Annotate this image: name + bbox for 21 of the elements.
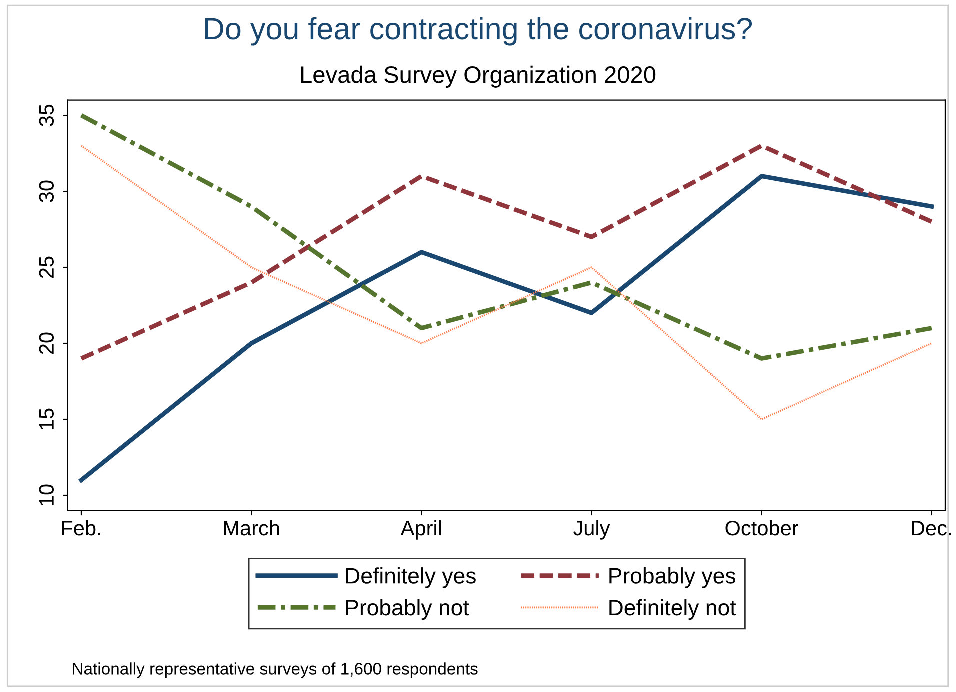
legend-label: Definitely not	[610, 599, 736, 620]
y-tick-label: 20	[39, 332, 54, 354]
line-series	[80, 145, 933, 420]
y-tick-label: 35	[39, 104, 54, 126]
y-tick-label: 10	[39, 484, 54, 506]
x-tick-label: April	[400, 520, 442, 540]
x-tick-label: October	[726, 520, 799, 536]
legend-label: Probably not	[346, 599, 470, 620]
y-tick-label: 30	[39, 180, 54, 202]
y-tick-label: 25	[39, 256, 54, 278]
x-tick-label: March	[224, 520, 280, 536]
x-tick-label: July	[574, 520, 610, 540]
legend-label: Definitely yes	[346, 568, 476, 588]
y-tick-label: 15	[40, 408, 54, 430]
x-tick-label: Dec.	[912, 521, 952, 536]
text: Nationally representative surveys of 1,600 respondents	[73, 662, 478, 678]
x-tick-label: Feb.	[62, 520, 100, 536]
line-series	[79, 174, 934, 483]
chart-title: Do you fear contracting the coronavirus?	[205, 17, 752, 46]
legend-label: Probably yes	[610, 568, 736, 588]
chart-subtitle: Levada Survey Organization 2020	[301, 66, 656, 88]
